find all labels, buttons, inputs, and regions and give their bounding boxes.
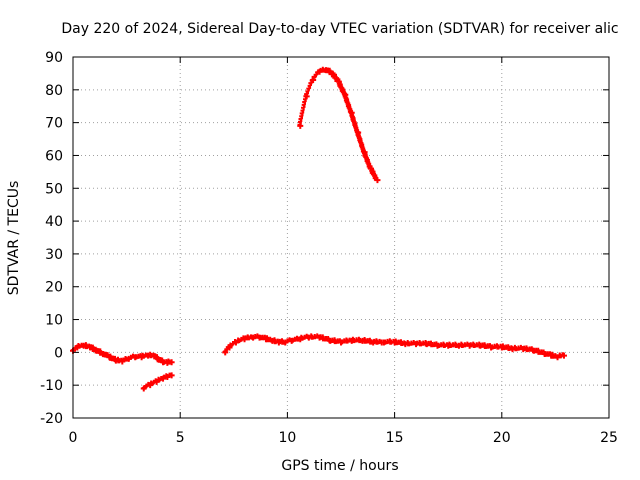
data-point-trace bbox=[152, 353, 159, 360]
y-tick-label: 80 bbox=[45, 83, 63, 99]
x-tick-label: 20 bbox=[493, 430, 511, 446]
data-point-trace bbox=[489, 343, 502, 350]
data-point-trace bbox=[446, 341, 459, 348]
data-point-trace bbox=[549, 351, 558, 359]
data-point-trace bbox=[75, 342, 84, 349]
data-point-trace bbox=[362, 150, 372, 170]
data-point-trace bbox=[156, 357, 164, 363]
data-point-trace bbox=[114, 356, 123, 364]
x-tick-label: 0 bbox=[69, 430, 78, 446]
data-point-trace bbox=[165, 372, 172, 379]
data-series bbox=[70, 66, 567, 392]
data-point-trace bbox=[276, 338, 286, 345]
data-point-trace bbox=[270, 337, 279, 345]
data-point-trace bbox=[317, 334, 331, 342]
data-point-trace bbox=[289, 335, 301, 343]
x-tick-label: 10 bbox=[278, 430, 296, 446]
data-point-trace bbox=[510, 344, 523, 352]
data-point-trace bbox=[403, 340, 416, 347]
y-tick-label: 0 bbox=[54, 345, 63, 361]
data-point-trace bbox=[360, 337, 374, 345]
data-point-trace bbox=[161, 359, 168, 365]
data-point-trace bbox=[392, 338, 406, 346]
chart-title: Day 220 of 2024, Sidereal Day-to-day VTE… bbox=[61, 21, 618, 37]
data-point-trace bbox=[382, 338, 395, 345]
y-tick-label: 20 bbox=[45, 280, 63, 296]
data-point-trace bbox=[264, 335, 273, 343]
series-segment-5 bbox=[380, 338, 567, 361]
y-tick-label: 60 bbox=[45, 148, 63, 164]
data-point-trace bbox=[297, 93, 308, 126]
data-point-trace bbox=[107, 353, 116, 362]
y-tick-label: 70 bbox=[45, 116, 63, 132]
grid bbox=[73, 57, 609, 418]
data-point-trace bbox=[336, 78, 346, 95]
data-point-trace bbox=[94, 348, 104, 356]
series-segment-4 bbox=[297, 66, 381, 184]
data-point-trace bbox=[368, 165, 378, 181]
x-axis-label: GPS time / hours bbox=[281, 458, 398, 474]
data-point-trace bbox=[120, 356, 129, 363]
series-segment-2 bbox=[140, 372, 175, 392]
x-tick-label: 15 bbox=[386, 430, 404, 446]
data-point-trace bbox=[542, 351, 551, 357]
data-point-trace bbox=[371, 338, 382, 345]
y-tick-label: 50 bbox=[45, 181, 63, 197]
x-tick-label: 25 bbox=[600, 430, 618, 446]
data-point-trace bbox=[521, 345, 534, 353]
axis-ticks: 0 5 10 15 20 25 -20 -10 0 10 20 30 40 50 60 70 80 90 bbox=[40, 50, 618, 446]
y-tick-label: 10 bbox=[45, 313, 63, 329]
y-tick-label: -20 bbox=[40, 411, 63, 427]
data-point-trace bbox=[100, 351, 110, 358]
y-tick-label: 90 bbox=[45, 50, 63, 66]
data-point-trace bbox=[251, 333, 260, 340]
data-point-trace bbox=[328, 337, 341, 345]
data-point-trace bbox=[222, 344, 230, 353]
data-point-trace bbox=[81, 342, 91, 350]
data-point-trace bbox=[499, 343, 513, 351]
data-point-trace bbox=[532, 347, 545, 355]
y-tick-label: 40 bbox=[45, 214, 63, 230]
x-tick-label: 5 bbox=[176, 430, 185, 446]
series-segment-3 bbox=[222, 333, 385, 356]
data-point-trace bbox=[126, 353, 136, 361]
data-point-trace bbox=[330, 71, 340, 82]
data-point-trace bbox=[467, 341, 481, 348]
data-point-trace bbox=[339, 337, 352, 345]
data-point-trace bbox=[298, 333, 309, 341]
series-segment-1 bbox=[70, 342, 175, 366]
data-point-trace bbox=[323, 67, 333, 76]
data-point-trace bbox=[424, 340, 438, 348]
data-point-trace bbox=[349, 110, 359, 133]
data-point-trace bbox=[342, 92, 353, 113]
data-point-trace bbox=[133, 353, 142, 360]
data-point-trace bbox=[310, 69, 320, 81]
data-point-trace bbox=[435, 341, 448, 348]
data-point-trace bbox=[88, 344, 97, 352]
data-point-trace bbox=[161, 373, 168, 380]
y-tick-label: 30 bbox=[45, 247, 63, 263]
data-point-trace bbox=[349, 336, 363, 344]
data-point-trace bbox=[165, 358, 172, 365]
data-point-trace bbox=[234, 335, 245, 344]
data-point-trace bbox=[555, 352, 564, 359]
data-point-trace bbox=[355, 131, 366, 153]
data-point-trace bbox=[242, 334, 253, 341]
data-point-trace bbox=[317, 66, 326, 73]
data-point-trace bbox=[227, 339, 236, 348]
data-point-trace bbox=[478, 342, 491, 349]
y-axis-label: SDTVAR / TECUs bbox=[6, 181, 22, 296]
y-tick-label: -10 bbox=[40, 378, 63, 394]
data-point-trace bbox=[414, 340, 427, 347]
data-point-trace bbox=[304, 77, 314, 96]
data-point-trace bbox=[139, 352, 148, 359]
data-point-trace bbox=[257, 334, 266, 341]
data-point-trace bbox=[457, 341, 470, 348]
data-point-trace bbox=[307, 333, 320, 340]
data-point-trace bbox=[283, 337, 292, 345]
plot-frame bbox=[72, 56, 610, 419]
data-point-trace bbox=[154, 376, 164, 383]
